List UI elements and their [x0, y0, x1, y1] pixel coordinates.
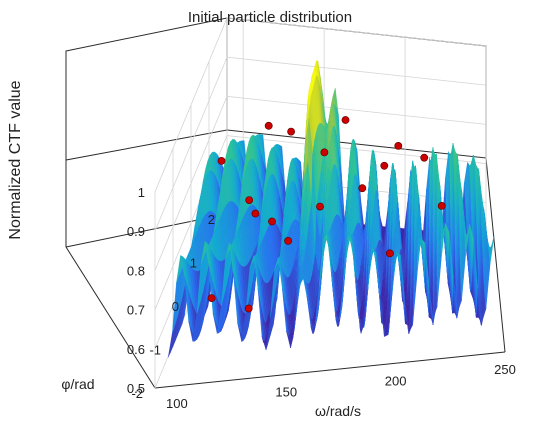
particle-point: [320, 148, 329, 157]
particle-point: [264, 121, 273, 130]
particle-point: [341, 116, 350, 124]
y-tick-label: 1: [190, 256, 197, 271]
particle-point: [316, 202, 324, 211]
z-tick-label: 1: [138, 185, 145, 200]
right-edge: [485, 157, 506, 353]
particle-point: [207, 294, 216, 302]
z-tick-label: 0.5: [127, 381, 145, 396]
tick-labels: 0.5 0.6 0.7 0.8 0.9 1 -2 -1 0 1 2 100 150 200 250: [127, 185, 516, 411]
particle-point: [284, 236, 292, 245]
particle-point: [380, 161, 389, 170]
particle-point: [437, 201, 446, 210]
surface-patch: [382, 314, 387, 319]
z-axis-label: Normalized CTF value: [7, 80, 24, 239]
x-tick-label: 200: [385, 373, 407, 388]
particles: [207, 116, 446, 313]
particle-point: [245, 196, 254, 204]
surface-patch: [489, 235, 495, 265]
particle-point: [385, 249, 394, 258]
y-axis-label: φ/rad: [61, 376, 94, 392]
particle-point: [394, 141, 403, 150]
grid: [154, 17, 487, 389]
y-axis-line: [65, 246, 156, 389]
particle-point: [420, 153, 429, 162]
surface-patch: [383, 305, 388, 311]
x-axis-line: [154, 351, 506, 389]
surface-patch: [382, 309, 388, 315]
ctf-surface: [168, 60, 495, 358]
x-axis-label: ω/rad/s: [315, 403, 361, 419]
surface-patch: [406, 304, 411, 310]
y-tick-label: 0: [172, 299, 179, 314]
surface-patch: [400, 228, 405, 234]
particle-point: [217, 156, 226, 165]
z-tick-label: 0.8: [127, 263, 145, 278]
chart-title: Initial particle distribution: [188, 9, 352, 26]
z-tick-label: 0.9: [127, 224, 145, 239]
y-tick-label: -2: [131, 386, 143, 401]
particle-point: [287, 127, 295, 136]
z-tick-label: 0.7: [127, 303, 145, 318]
x-tick-label: 250: [494, 362, 516, 377]
y-tick-label: -1: [149, 343, 161, 358]
surface-patch: [400, 232, 405, 238]
x-tick-label: 100: [166, 396, 188, 411]
y-tick-label: 2: [208, 212, 215, 227]
x-tick-label: 150: [275, 385, 297, 400]
particle-point: [358, 184, 367, 193]
particle-point: [251, 209, 260, 218]
surface-patch: [405, 308, 411, 314]
z-tick-label: 0.6: [127, 342, 145, 357]
particle-point: [244, 304, 253, 313]
particle-point: [268, 217, 276, 226]
